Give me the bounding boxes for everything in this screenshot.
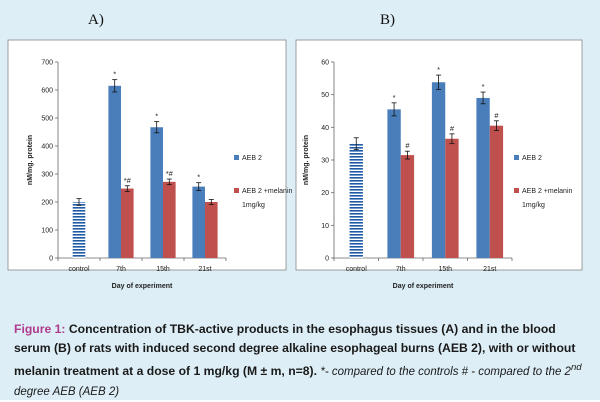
y-tick-label: 0 <box>325 256 329 263</box>
y-tick-label: 500 <box>41 116 53 123</box>
bar <box>163 181 176 258</box>
x-tick-label: 21st <box>483 266 496 273</box>
significance-marker: * <box>197 173 200 182</box>
significance-marker: *# <box>166 169 174 178</box>
chart-border <box>7 39 287 271</box>
legend-label-melanin: AEB 2 +melanin <box>522 188 572 195</box>
bar <box>205 202 218 258</box>
bar <box>192 186 205 258</box>
bar <box>387 109 401 258</box>
caption-note: *- compared to the controls # - compared… <box>14 362 582 398</box>
legend-swatch-melanin <box>234 188 239 193</box>
significance-marker: # <box>450 124 455 133</box>
significance-marker: * <box>113 70 116 79</box>
chart-a: 0 100 200 300 400 500 600 700 nM/mg. protein cont… <box>7 39 292 290</box>
y-tick-label: 10 <box>321 223 329 230</box>
y-tick-label: 0 <box>49 256 53 263</box>
y-tick-label: 600 <box>41 88 53 95</box>
legend-label-aeb2: AEB 2 <box>522 155 542 162</box>
significance-marker: * <box>393 93 396 102</box>
y-tick-label: 400 <box>41 144 53 151</box>
bar <box>489 125 504 258</box>
caption-note-post: degree AEB (AEB 2) <box>14 385 120 398</box>
bar <box>476 97 490 258</box>
legend-swatch-melanin <box>514 188 519 193</box>
x-tick-label: 15th <box>438 266 452 273</box>
bar <box>121 188 134 258</box>
y-tick-label: 700 <box>41 60 53 67</box>
significance-marker: # <box>405 141 410 150</box>
bar <box>72 202 86 258</box>
significance-marker: *# <box>124 176 132 185</box>
legend-label-dose: 1mg/kg <box>522 202 545 209</box>
bar <box>108 85 121 258</box>
y-tick-label: 300 <box>41 172 53 179</box>
y-tick-label: 60 <box>321 60 329 67</box>
bar <box>349 143 363 258</box>
x-tick-label: 7th <box>116 266 126 273</box>
caption-note-sup: nd <box>570 362 582 373</box>
bar <box>431 82 446 259</box>
y-tick-label: 40 <box>321 125 329 132</box>
significance-marker: * <box>437 65 440 74</box>
y-tick-label: 100 <box>41 228 53 235</box>
x-axis-label: Day of experiment <box>112 283 173 290</box>
x-tick-label: 21st <box>198 266 211 273</box>
caption-note-pre: *- compared to the controls # - compared… <box>320 365 571 378</box>
y-axis-label: nM/mg. protein <box>27 135 34 185</box>
legend-swatch-aeb2 <box>514 155 519 160</box>
significance-marker: # <box>494 111 499 120</box>
bar <box>445 138 459 258</box>
x-tick-label: 7th <box>396 266 406 273</box>
x-tick-label: control <box>346 266 367 273</box>
panel-label-a: A) <box>88 12 104 28</box>
x-tick-label: control <box>68 266 89 273</box>
significance-marker: * <box>482 82 485 91</box>
panel-label-b: B) <box>380 12 395 28</box>
y-tick-label: 20 <box>321 190 329 197</box>
y-tick-label: 200 <box>41 200 53 207</box>
legend-swatch-aeb2 <box>234 155 239 160</box>
y-tick-label: 50 <box>321 92 329 99</box>
bar <box>150 127 163 259</box>
x-tick-label: 15th <box>156 266 170 273</box>
legend-label-melanin: AEB 2 +melanin <box>242 188 292 195</box>
caption-figure-number: Figure 1 <box>14 322 62 336</box>
bar <box>400 155 415 258</box>
caption-colon: : <box>61 322 66 336</box>
chart-b: 0 10 20 30 40 50 60 nM/mg. protein control 7th 15t… <box>295 39 583 290</box>
y-tick-label: 30 <box>321 158 329 165</box>
legend-label-dose: 1mg/kg <box>242 202 265 209</box>
caption-main-text: Concentration of TBK-active products in … <box>14 322 576 378</box>
x-axis-label: Day of experiment <box>393 283 454 290</box>
significance-marker: * <box>155 112 158 121</box>
y-axis-label: nM/mg. protein <box>303 135 310 185</box>
legend-label-aeb2: AEB 2 <box>242 155 262 162</box>
figure-caption: Figure 1: Concentration of TBK-active pr… <box>14 320 590 402</box>
